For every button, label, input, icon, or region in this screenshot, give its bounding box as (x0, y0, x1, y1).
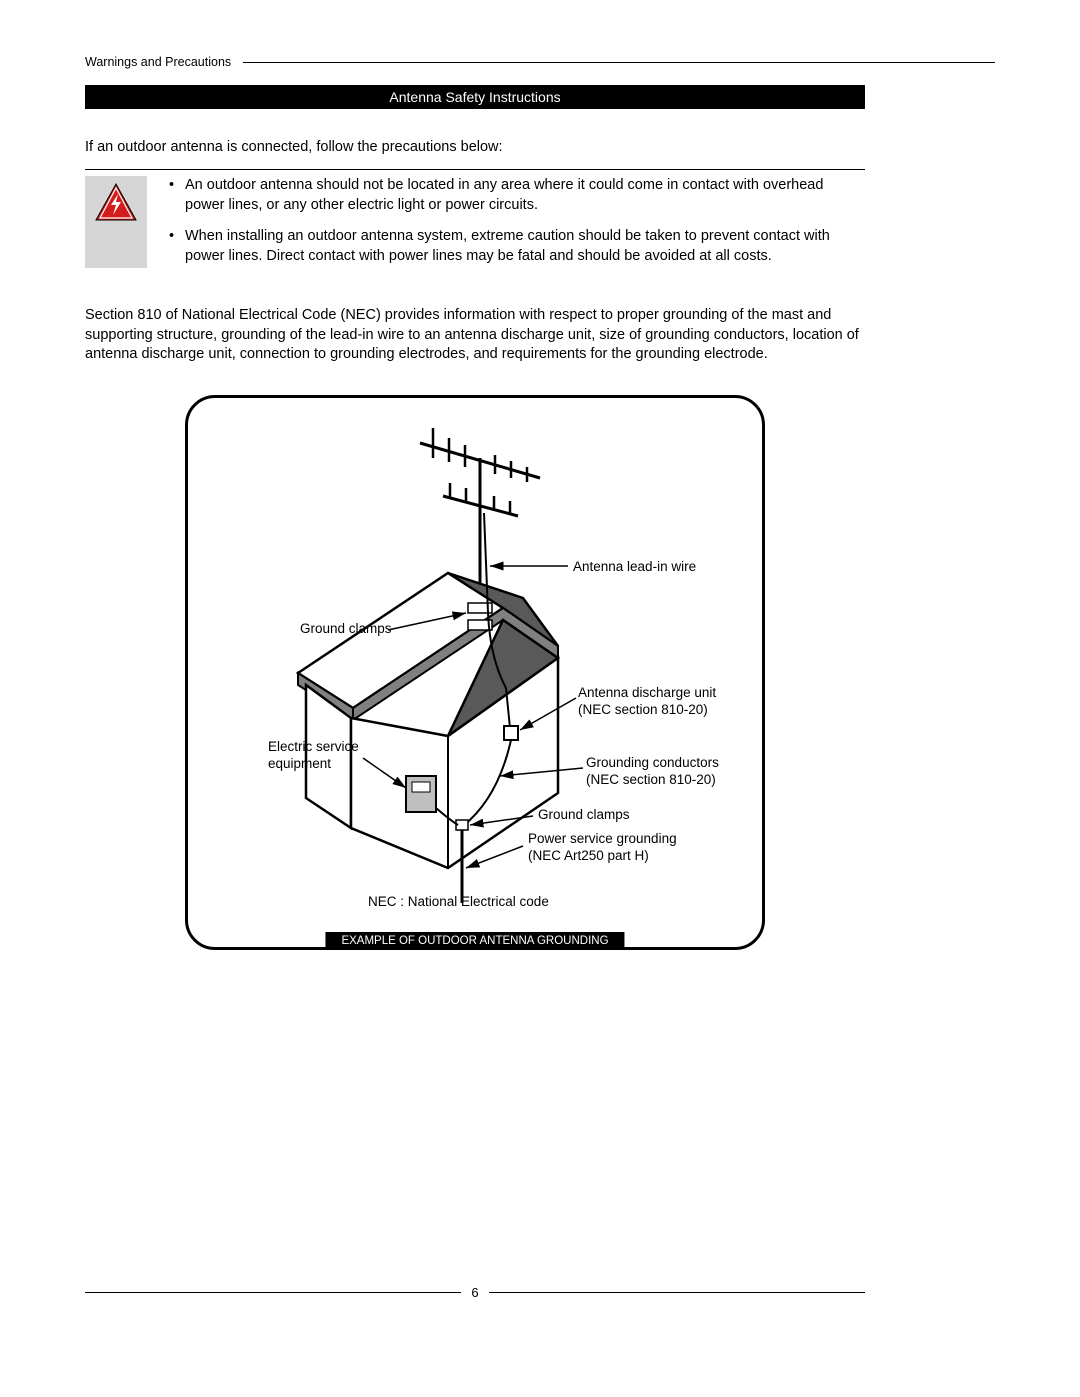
title-bar: Antenna Safety Instructions (85, 85, 865, 109)
diagram-caption: EXAMPLE OF OUTDOOR ANTENNA GROUNDING (325, 932, 624, 950)
label-line: Power service grounding (528, 831, 677, 846)
title-text: Antenna Safety Instructions (389, 89, 560, 105)
diagram-frame: Antenna lead-in wire Ground clamps Anten… (185, 395, 765, 950)
label-line: (NEC section 810-20) (586, 772, 716, 787)
label-power-service: Power service grounding (NEC Art250 part… (528, 830, 677, 865)
warning-item: An outdoor antenna should not be located… (169, 176, 865, 215)
label-line: (NEC Art250 part H) (528, 848, 649, 863)
high-voltage-warning-icon (94, 182, 138, 222)
label-line: Electric service (268, 739, 359, 754)
warning-block: An outdoor antenna should not be located… (85, 169, 865, 288)
page-number: 6 (461, 1285, 488, 1300)
antenna-grounding-diagram (188, 398, 768, 953)
footer-rule-right (489, 1292, 865, 1293)
section-label: Warnings and Precautions (85, 55, 243, 69)
warning-item: When installing an outdoor antenna syste… (169, 227, 865, 266)
warning-list: An outdoor antenna should not be located… (147, 176, 865, 278)
caption-text: EXAMPLE OF OUTDOOR ANTENNA GROUNDING (341, 935, 608, 947)
label-nec-note: NEC : National Electrical code (368, 893, 549, 911)
nec-paragraph: Section 810 of National Electrical Code … (85, 306, 885, 365)
label-ground-clamps-lower: Ground clamps (538, 806, 630, 824)
label-line: (NEC section 810-20) (578, 702, 708, 717)
label-lead-in: Antenna lead-in wire (573, 558, 696, 576)
label-electric-service: Electric service equipment (268, 738, 359, 773)
label-grounding-conductors: Grounding conductors (NEC section 810-20… (586, 754, 719, 789)
header-row: Warnings and Precautions (85, 55, 995, 69)
header-rule (243, 62, 995, 63)
label-ground-clamps-upper: Ground clamps (300, 620, 392, 638)
footer-rule-left (85, 1292, 461, 1293)
intro-text: If an outdoor antenna is connected, foll… (85, 139, 995, 155)
label-line: Antenna discharge unit (578, 685, 716, 700)
warning-icon-box (85, 176, 147, 268)
label-discharge-unit: Antenna discharge unit (NEC section 810-… (578, 684, 716, 719)
label-line: Grounding conductors (586, 755, 719, 770)
diagram-container: Antenna lead-in wire Ground clamps Anten… (185, 395, 765, 950)
label-line: equipment (268, 756, 331, 771)
footer-row: 6 (85, 1285, 865, 1300)
